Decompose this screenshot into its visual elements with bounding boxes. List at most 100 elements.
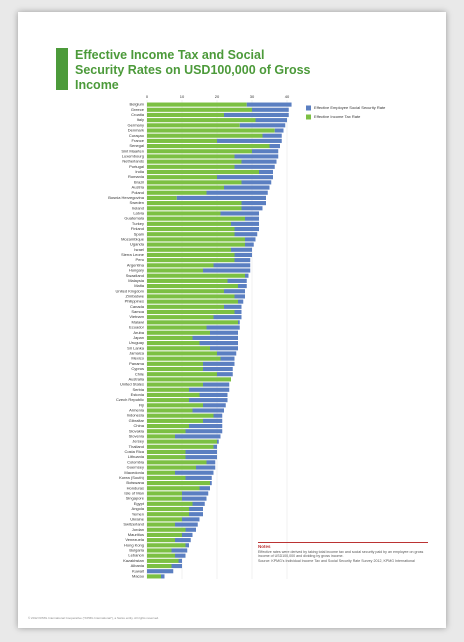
bar-segment [199, 392, 228, 398]
bar-segment [147, 413, 214, 418]
y-tick-label: Ukraine [130, 516, 145, 521]
source-text: Source: KPMG's Individual Income Tax and… [258, 558, 415, 563]
bar-segment [147, 522, 175, 527]
bar-segment [147, 226, 235, 232]
bar-segment [227, 278, 247, 283]
bar-segment [234, 232, 258, 237]
bar-segment [182, 517, 200, 522]
y-tick-label: Argentina [127, 262, 145, 267]
y-tick-label: Kuwait [132, 568, 145, 573]
y-tick-label: Japan [133, 335, 144, 340]
y-tick-label: Jersey [132, 439, 144, 444]
y-tick-label: Bosnia Herzegovina [108, 195, 145, 200]
bar-segment [147, 527, 186, 532]
y-tick-label: Vietnam [129, 314, 144, 319]
bar-segment [147, 169, 259, 175]
bar-segment [252, 149, 279, 154]
bar-segment [238, 299, 244, 304]
bar-segment [147, 361, 203, 366]
bar-segment [175, 470, 214, 475]
bar-segment [147, 496, 182, 501]
bar-segment [147, 335, 193, 340]
bar-segment [224, 304, 242, 309]
y-tick-label: Sint Maarten [121, 148, 144, 153]
bar-segment [175, 522, 198, 527]
bar-segment [147, 315, 214, 320]
bar-segment [147, 164, 235, 169]
bar-segment [147, 195, 177, 200]
bar-segment [147, 470, 175, 475]
y-tick-label: Hungary [129, 268, 144, 273]
bar-segment [220, 356, 235, 361]
y-tick-label: Colombia [127, 459, 145, 464]
bar-segment [192, 335, 238, 340]
y-tick-label: Philippines [125, 299, 144, 304]
bar-segment [147, 138, 217, 143]
y-tick-label: Mozambique [121, 236, 145, 241]
bar-segment [147, 107, 252, 112]
bar-segment [147, 460, 207, 465]
y-tick-label: Portugal [129, 164, 144, 169]
bar-segment [262, 133, 282, 138]
bar-segment [147, 398, 189, 403]
bar-segment [147, 341, 200, 346]
y-tick-label: Senegal [129, 143, 144, 148]
bar-segment [147, 532, 182, 538]
bar-segment [224, 112, 289, 118]
bar-segment [147, 553, 175, 558]
bar-segment [234, 154, 279, 159]
y-tick-label: Yemen [132, 511, 144, 516]
y-tick-label: Italy [137, 117, 144, 122]
y-tick-label: Finland [131, 226, 144, 231]
y-tick-label: Denmark [128, 128, 144, 133]
bar-segment [241, 201, 266, 206]
x-tick-label: 10 [180, 94, 185, 99]
bar-segment [147, 123, 240, 128]
title-block [56, 48, 68, 90]
y-tick-label: Luxembourg [122, 154, 144, 159]
bar-segment [147, 175, 217, 180]
bar-segment [175, 553, 186, 558]
bar-segment [224, 289, 245, 294]
bar-segment [147, 330, 210, 335]
bar-segment [189, 506, 203, 512]
bar-segment [217, 138, 282, 143]
bar-segment [234, 226, 259, 232]
y-tick-label: Slovakia [129, 428, 145, 433]
bar-segment [147, 408, 193, 413]
bar-segment [147, 481, 210, 486]
bar-segment [147, 320, 238, 325]
y-tick-label: Sierra Leone [121, 252, 145, 257]
bar-segment [147, 403, 203, 408]
bar-segment [203, 268, 251, 273]
y-tick-label: Botswana [126, 480, 144, 485]
y-tick-label: Brazil [134, 179, 144, 184]
bar-segment [147, 299, 238, 304]
bar-segment [213, 413, 223, 418]
y-tick-label: Latvia [133, 211, 144, 216]
y-tick-label: Macau [132, 573, 144, 578]
bar-segment [147, 439, 217, 444]
y-tick-label: Albania [131, 563, 145, 568]
y-tick-label: Chile [135, 371, 145, 376]
y-tick-label: United States [120, 382, 144, 387]
legend-label: Effective Employee Social Security Rate [314, 105, 386, 110]
y-tick-label: Turkey [132, 221, 144, 226]
bar-segment [147, 258, 235, 263]
y-tick-label: Guatemala [124, 216, 144, 221]
bar-segment [147, 377, 231, 382]
y-tick-label: Canada [130, 304, 145, 309]
bar-segment [210, 346, 238, 351]
y-tick-label: Venezuela [125, 537, 144, 542]
y-tick-label: Australia [128, 376, 144, 381]
bar-segment [239, 123, 286, 128]
y-tick-label: Uruguay [129, 340, 144, 345]
bar-segment [206, 460, 216, 465]
bar-segment [147, 252, 235, 258]
bar-segment [245, 216, 259, 221]
y-tick-label: Samoa [131, 309, 144, 314]
bar-segment [147, 206, 242, 211]
bar-segment [178, 558, 182, 563]
legend-label: Effective Income Tax Rate [314, 114, 361, 119]
bar-segment [217, 175, 273, 180]
